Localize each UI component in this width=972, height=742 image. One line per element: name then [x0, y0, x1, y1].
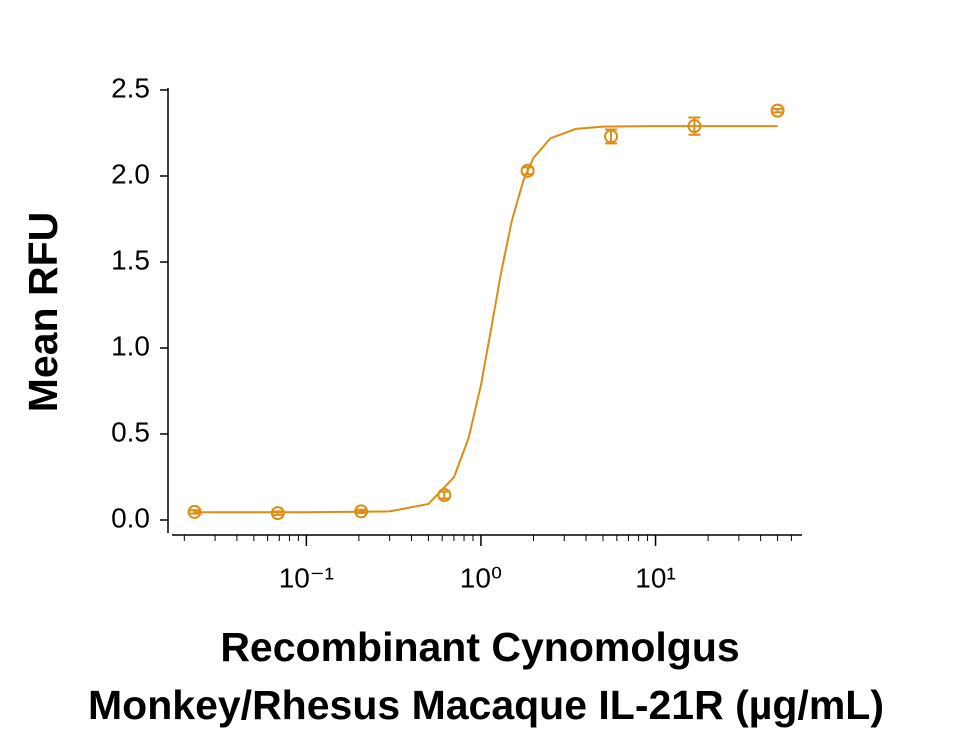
data-point [354, 504, 369, 519]
error-bar [188, 509, 201, 515]
data-point [270, 506, 285, 521]
x-tick-label: 10¹ [635, 562, 675, 593]
y-tick-label: 2.0 [111, 158, 150, 189]
data-point [687, 119, 702, 134]
error-bar [521, 166, 534, 176]
x-tick-label: 10⁻¹ [279, 562, 334, 593]
error-bar [771, 107, 784, 114]
data-point [520, 163, 535, 178]
data-point [770, 103, 785, 118]
error-bar [355, 508, 368, 515]
data-point [187, 504, 202, 519]
y-tick-label: 0.5 [111, 416, 150, 447]
y-axis-title: Mean RFU [20, 212, 66, 412]
x-tick-label: 10⁰ [460, 562, 502, 593]
data-point [604, 129, 619, 144]
y-tick-label: 0.0 [111, 502, 150, 533]
error-bar [271, 510, 284, 516]
y-tick-label: 1.0 [111, 330, 150, 361]
x-axis-title: Monkey/Rhesus Macaque IL-21R (µg/mL) [88, 682, 884, 728]
fit-curve [194, 125, 778, 514]
x-axis-title: Recombinant Cynomolgus [220, 624, 739, 670]
y-tick-label: 2.5 [111, 72, 150, 103]
y-tick-label: 1.5 [111, 244, 150, 275]
data-point [437, 488, 452, 503]
